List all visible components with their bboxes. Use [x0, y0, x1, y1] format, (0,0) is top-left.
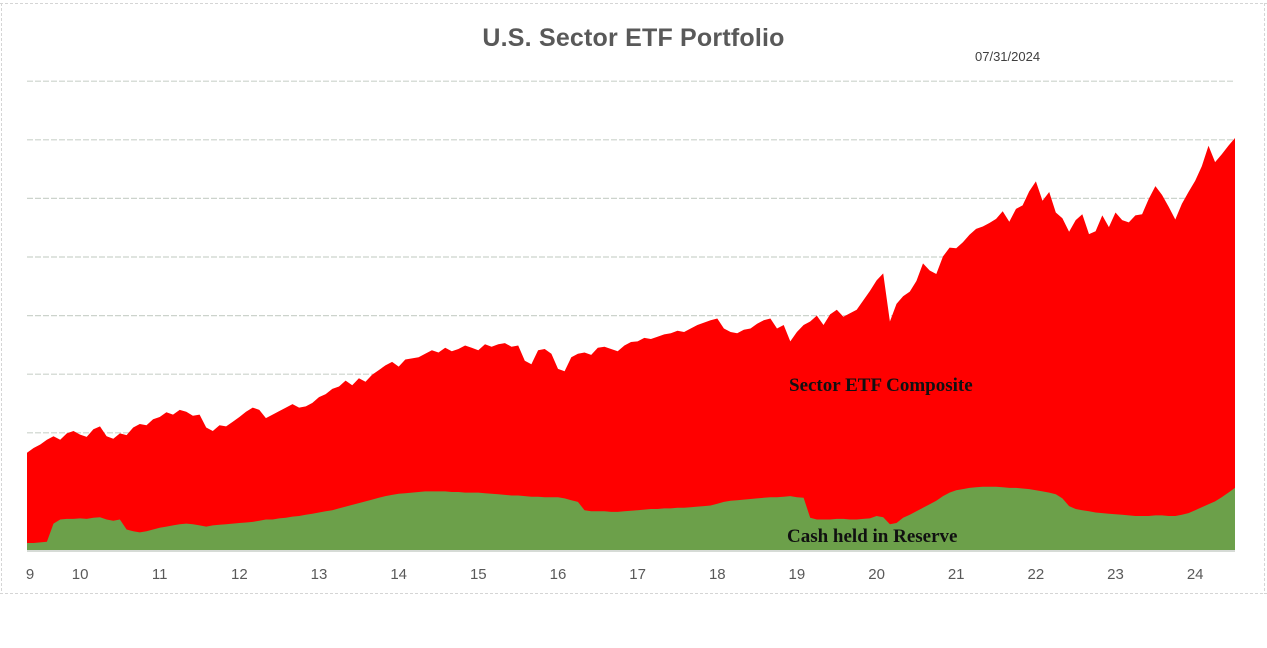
x-tick-label: 14 — [390, 566, 407, 583]
x-tick-label: 11 — [152, 566, 168, 583]
x-tick-label: 10 — [72, 566, 89, 583]
x-tick-label: 24 — [1187, 566, 1204, 583]
x-tick-label: 21 — [948, 566, 965, 583]
x-tick-label: 17 — [629, 566, 646, 583]
x-tick-label: 12 — [231, 566, 248, 583]
x-tick-label: 22 — [1028, 566, 1045, 583]
x-tick-label: 16 — [550, 566, 567, 583]
area-cash-held-in-reserve — [27, 486, 1235, 550]
x-tick-label: 18 — [709, 566, 726, 583]
x-tick-label: 9 — [26, 566, 34, 583]
x-tick-label: 23 — [1107, 566, 1124, 583]
x-tick-label: 19 — [789, 566, 806, 583]
x-tick-label: 15 — [470, 566, 487, 583]
as-of-date-label: 07/31/2024 — [975, 49, 1041, 64]
x-tick-label: 13 — [311, 566, 328, 583]
chart-title: U.S. Sector ETF Portfolio — [482, 24, 785, 52]
x-tick-label: 20 — [868, 566, 885, 583]
series-label-cash-held-in-reserve: Cash held in Reserve — [787, 526, 958, 547]
area-sector-etf-composite — [27, 138, 1235, 550]
series-label-sector-etf-composite: Sector ETF Composite — [789, 375, 973, 396]
